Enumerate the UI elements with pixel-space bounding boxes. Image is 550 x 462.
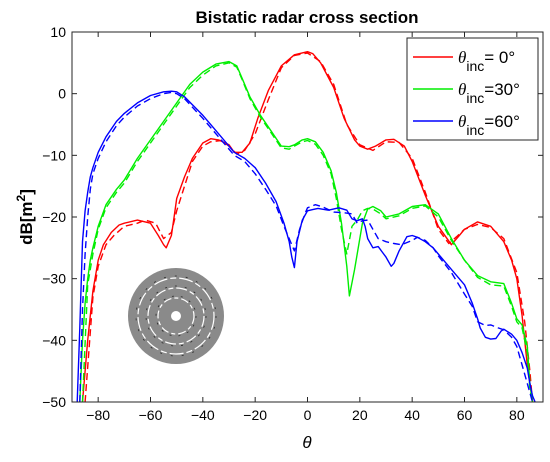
- y-tick-label: 0: [58, 86, 66, 102]
- inset-ring-3-dark: [145, 285, 207, 347]
- y-tick-label: −50: [42, 394, 66, 410]
- chart-title: Bistatic radar cross section: [196, 8, 419, 27]
- series-group: [76, 51, 536, 402]
- inset-ring-2-dark: [155, 295, 197, 337]
- array-geometry-illustration: [128, 268, 224, 364]
- x-tick-label: −20: [243, 407, 267, 423]
- x-tick-label: 40: [404, 407, 420, 423]
- x-tick-label: −80: [86, 407, 110, 423]
- legend-label-1: θinc=30°: [458, 80, 520, 106]
- y-tick-label: −40: [42, 332, 66, 348]
- inset-ring-2: [157, 297, 195, 335]
- y-axis: 10 0 −10 −20 −30 −40 −50: [42, 24, 543, 410]
- x-tick-label: 60: [457, 407, 473, 423]
- legend: θinc= 0° θinc=30° θinc=60°: [406, 37, 539, 141]
- y-tick-label: −20: [42, 209, 66, 225]
- series-line-3: [81, 62, 534, 402]
- y-tick-label: −30: [42, 271, 66, 287]
- x-axis-label: θ: [302, 433, 312, 452]
- x-tick-label: −40: [191, 407, 215, 423]
- x-tick-label: 20: [352, 407, 368, 423]
- legend-label-2: θinc=60°: [458, 112, 520, 138]
- inset-center-hole: [171, 311, 181, 321]
- legend-label-0: θinc= 0°: [458, 48, 515, 74]
- series-line-4: [76, 90, 536, 402]
- series-line-2: [79, 60, 534, 402]
- x-tick-label: 80: [509, 407, 525, 423]
- x-tick-label: 0: [304, 407, 312, 423]
- series-line-1: [84, 52, 534, 402]
- series-line-0: [81, 51, 534, 402]
- inset-ring-4-dark: [135, 275, 217, 357]
- inset-ring-4: [137, 277, 215, 355]
- y-tick-label: −10: [42, 147, 66, 163]
- x-tick-label: −60: [139, 407, 163, 423]
- y-axis-label: dB[m2]: [14, 189, 36, 245]
- x-axis: −80 −60 −40 −20 0 20 40 60 80: [86, 32, 525, 423]
- inset-ring-3: [147, 287, 205, 345]
- series-line-5: [79, 91, 534, 402]
- y-tick-label: 10: [50, 24, 66, 40]
